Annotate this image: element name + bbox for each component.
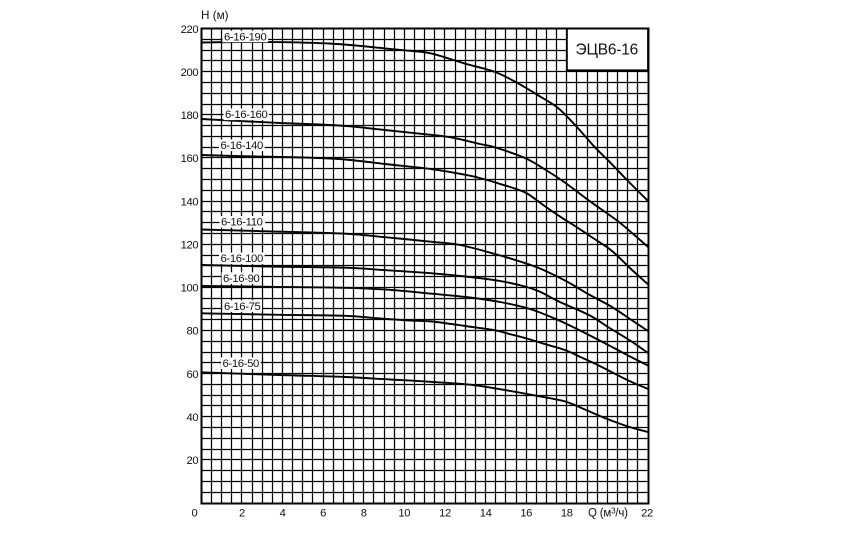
svg-text:160: 160 [181,153,199,165]
svg-text:18: 18 [561,508,573,520]
svg-text:200: 200 [181,67,199,79]
svg-text:40: 40 [187,412,199,424]
svg-text:H (м): H (м) [201,9,229,22]
svg-text:16: 16 [520,508,532,520]
svg-text:6-16-50: 6-16-50 [223,358,260,370]
svg-text:6-16-75: 6-16-75 [224,301,261,313]
svg-text:220: 220 [181,24,199,36]
svg-text:120: 120 [181,240,199,252]
svg-text:10: 10 [398,508,410,520]
svg-text:2: 2 [239,508,245,520]
svg-text:140: 140 [181,196,199,208]
svg-text:ЭЦВ6-16: ЭЦВ6-16 [576,42,639,59]
svg-text:14: 14 [480,508,492,520]
svg-text:6: 6 [320,508,326,520]
svg-text:6-16-190: 6-16-190 [224,31,266,43]
svg-text:8: 8 [361,508,367,520]
svg-text:20: 20 [187,455,199,467]
svg-text:22: 22 [641,508,653,520]
svg-text:80: 80 [187,326,199,338]
svg-text:Q (м3/ч): Q (м3/ч) [588,506,628,519]
svg-text:6-16-140: 6-16-140 [221,140,263,152]
svg-text:60: 60 [187,369,199,381]
svg-text:6-16-160: 6-16-160 [225,109,267,121]
svg-text:0: 0 [191,508,197,520]
svg-text:6-16-90: 6-16-90 [223,273,260,285]
svg-text:6-16-100: 6-16-100 [221,253,263,265]
svg-text:6-16-110: 6-16-110 [221,217,263,229]
svg-text:100: 100 [181,283,199,295]
svg-text:180: 180 [181,110,199,122]
svg-text:12: 12 [439,508,451,520]
svg-text:4: 4 [280,508,286,520]
